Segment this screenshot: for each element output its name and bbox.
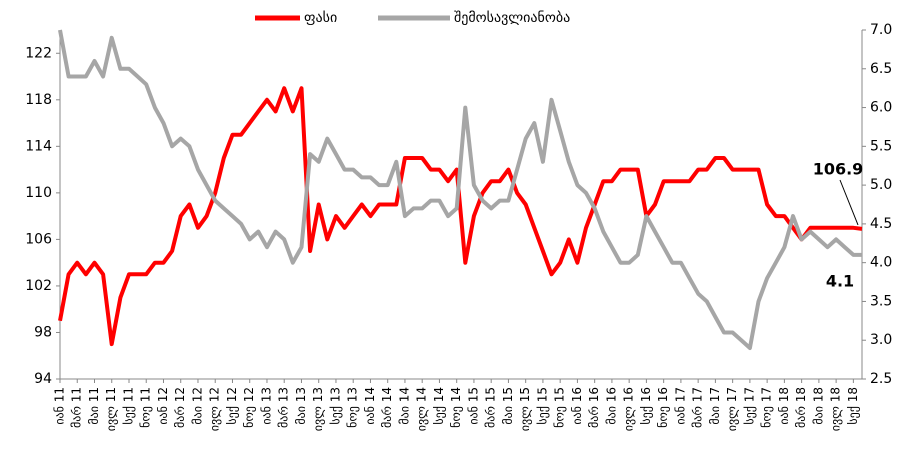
x-tick-label: სექ 17 bbox=[742, 387, 756, 425]
x-tick-label: სექ 11 bbox=[121, 387, 135, 425]
x-tick-label: სექ 18 bbox=[846, 387, 860, 425]
x-tick-label: ნოე 11 bbox=[139, 387, 153, 428]
x-tick-label: სექ 13 bbox=[328, 387, 342, 425]
y2-tick-label: 5.5 bbox=[870, 138, 892, 154]
legend-label: შემოსავლიანობა bbox=[454, 10, 570, 26]
y2-tick-label: 6.5 bbox=[870, 61, 892, 77]
y2-tick-label: 6.0 bbox=[870, 100, 892, 116]
y2-tick-label: 7.0 bbox=[870, 22, 892, 38]
series-line bbox=[58, 86, 863, 347]
x-tick-label: მაი 15 bbox=[501, 387, 515, 425]
x-tick-label: იან 15 bbox=[466, 387, 480, 425]
y2-tick-label: 4.0 bbox=[870, 255, 892, 271]
x-tick-label: ნოე 17 bbox=[760, 387, 774, 428]
x-tick-label: ნოე 14 bbox=[449, 387, 463, 428]
x-tick-label: სექ 16 bbox=[639, 387, 653, 425]
x-tick-label: მაი 14 bbox=[397, 387, 411, 425]
y2-tick-label: 4.5 bbox=[870, 216, 892, 232]
y-tick-label: 122 bbox=[25, 45, 52, 61]
x-tick-label: მარ 14 bbox=[380, 387, 394, 428]
x-tick-label: იან 13 bbox=[259, 387, 273, 425]
x-tick-label: ნოე 13 bbox=[346, 387, 360, 428]
x-tick-label: მარ 13 bbox=[277, 387, 291, 428]
x-tick-label: მარ 18 bbox=[794, 387, 808, 428]
x-tick-label: ივლ 13 bbox=[311, 387, 325, 431]
x-tick-label: მაი 18 bbox=[811, 387, 825, 425]
x-tick-label: მაი 17 bbox=[708, 387, 722, 425]
x-tick-label: სექ 14 bbox=[432, 387, 446, 425]
x-tick-label: სექ 15 bbox=[535, 387, 549, 425]
x-tick-label: ივლ 14 bbox=[415, 387, 429, 431]
y-tick-label: 110 bbox=[25, 185, 52, 201]
legend-label: ფასი bbox=[304, 10, 337, 26]
x-tick-label: ივლ 18 bbox=[829, 387, 843, 431]
x-tick-label: იან 14 bbox=[363, 387, 377, 425]
x-tick-label: მაი 11 bbox=[87, 387, 101, 425]
y2-tick-label: 2.5 bbox=[870, 371, 892, 387]
annotation: 106.9 bbox=[813, 160, 864, 179]
y2-tick-label: 3.0 bbox=[870, 332, 892, 348]
x-tick-label: იან 16 bbox=[570, 387, 584, 425]
annotation: 4.1 bbox=[826, 272, 854, 291]
x-tick-label: იან 18 bbox=[777, 387, 791, 425]
x-tick-label: მარ 17 bbox=[691, 387, 705, 428]
y-tick-label: 118 bbox=[25, 92, 52, 108]
x-tick-label: ნოე 16 bbox=[656, 387, 670, 428]
y-tick-label: 106 bbox=[25, 231, 52, 247]
x-tick-label: ნოე 12 bbox=[242, 387, 256, 428]
y2-tick-label: 3.5 bbox=[870, 293, 892, 309]
y-tick-label: 98 bbox=[34, 324, 52, 340]
x-tick-label: იან 17 bbox=[673, 387, 687, 425]
y-tick-label: 102 bbox=[25, 278, 52, 294]
x-tick-label: მარ 16 bbox=[587, 387, 601, 428]
y-tick-label: 114 bbox=[25, 138, 52, 154]
x-tick-label: ივლ 17 bbox=[725, 387, 739, 431]
x-tick-label: მარ 15 bbox=[484, 387, 498, 428]
x-tick-label: მარ 12 bbox=[173, 387, 187, 428]
y-tick-label: 94 bbox=[34, 371, 52, 387]
x-tick-label: ნოე 15 bbox=[553, 387, 567, 428]
x-tick-label: სექ 12 bbox=[225, 387, 239, 425]
x-tick-label: მაი 13 bbox=[294, 387, 308, 425]
series-line bbox=[58, 29, 862, 350]
x-tick-label: ივლ 11 bbox=[104, 387, 118, 431]
x-tick-label: ივლ 12 bbox=[208, 387, 222, 431]
x-tick-label: ივლ 15 bbox=[518, 387, 532, 431]
y2-tick-label: 5.0 bbox=[870, 177, 892, 193]
x-tick-label: იან 12 bbox=[156, 387, 170, 425]
x-tick-label: იან 11 bbox=[53, 387, 67, 425]
x-tick-label: მარ 11 bbox=[70, 387, 84, 428]
x-tick-label: მაი 16 bbox=[604, 387, 618, 425]
annotation-leader bbox=[839, 179, 859, 226]
x-tick-label: ივლ 16 bbox=[622, 387, 636, 431]
x-tick-label: მაი 12 bbox=[190, 387, 204, 425]
